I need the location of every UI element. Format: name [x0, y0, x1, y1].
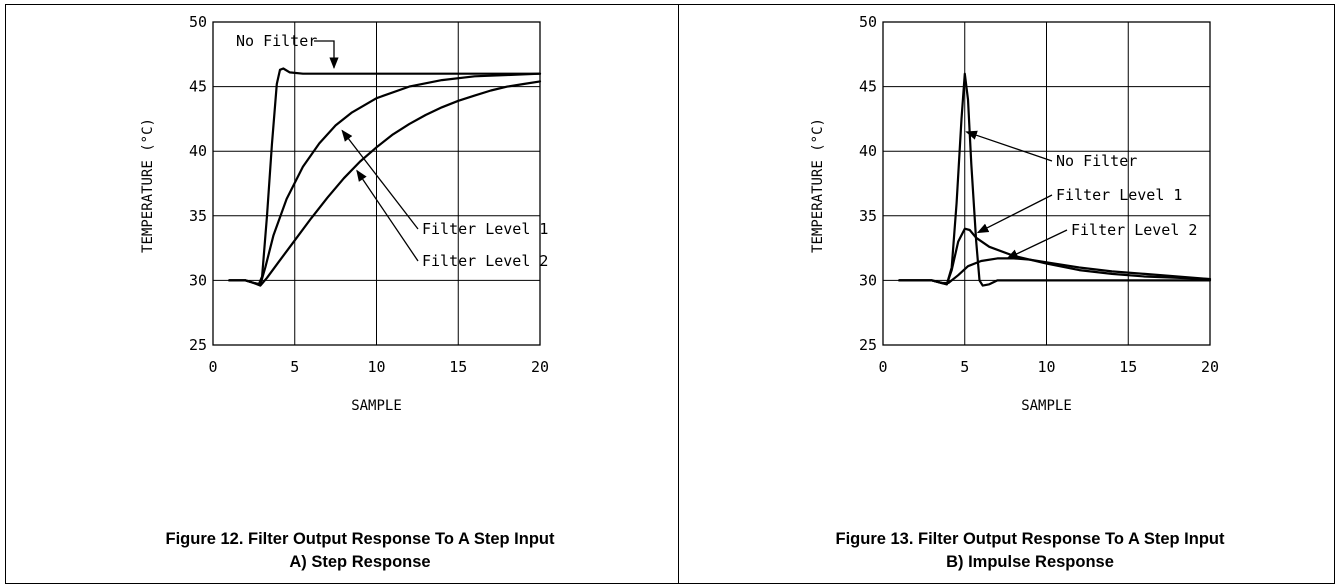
y-tick-label: 30: [859, 271, 877, 289]
x-tick-label: 0: [208, 358, 217, 376]
x-tick-label: 20: [531, 358, 549, 376]
step-response-chart: 0 5 10 15 20 25 30 35 40 45 50 SAMPLE TEMPERATURE (°…: [140, 13, 549, 414]
y-tick-label: 40: [859, 142, 877, 160]
annotation-arrow: [356, 169, 419, 262]
x-tick-label: 0: [878, 358, 887, 376]
annotation-arrow: [314, 40, 339, 69]
x-tick-label: 15: [1119, 358, 1137, 376]
y-tick-label: 25: [859, 336, 877, 354]
annotation-label: Filter Level 2: [1071, 221, 1197, 239]
annotation-arrow: [976, 194, 1053, 234]
y-tick-label: 50: [859, 13, 877, 31]
y-tick-label: 50: [189, 13, 207, 31]
y-tick-label: 45: [189, 78, 207, 96]
x-axis-label: SAMPLE: [1021, 398, 1072, 414]
figure-12-caption-line1: Figure 12. Filter Output Response To A S…: [165, 530, 555, 548]
annotation-arrow: [341, 129, 419, 230]
figure-13-caption-line2: B) Impulse Response: [946, 553, 1114, 571]
annotation-label: No Filter: [236, 32, 317, 50]
plot-area: [212, 21, 541, 346]
annotation-arrow: [1006, 229, 1068, 260]
plot-area: [882, 21, 1211, 346]
figure-12-caption: Figure 12. Filter Output Response To A S…: [90, 528, 630, 574]
figure-frame: [5, 4, 1335, 584]
figure-13-caption: Figure 13. Filter Output Response To A S…: [760, 528, 1300, 574]
figure-13-caption-line1: Figure 13. Filter Output Response To A S…: [835, 530, 1225, 548]
y-tick-label: 25: [189, 336, 207, 354]
x-tick-label: 10: [367, 358, 385, 376]
series-line-filter-level-2: [898, 257, 1212, 285]
annotation-label: Filter Level 1: [422, 220, 548, 238]
annotation-label: No Filter: [1056, 152, 1137, 170]
x-tick-label: 10: [1037, 358, 1055, 376]
y-axis-label: TEMPERATURE (°C): [810, 118, 826, 253]
grid: [213, 22, 540, 345]
y-tick-label: 35: [859, 207, 877, 225]
impulse-response-chart: 0 5 10 15 20 25 30 35 40 45 50 SAMPLE TEMPERATURE (°…: [810, 13, 1219, 414]
series-line-no-filter: [898, 72, 1212, 287]
y-axis-label: TEMPERATURE (°C): [140, 118, 156, 253]
x-tick-label: 20: [1201, 358, 1219, 376]
figure-divider: [678, 4, 679, 584]
annotation-label: Filter Level 1: [1056, 186, 1182, 204]
y-tick-label: 40: [189, 142, 207, 160]
annotation-arrow: [965, 130, 1053, 162]
y-tick-label: 45: [859, 78, 877, 96]
grid: [883, 22, 1210, 345]
annotation-label: Filter Level 2: [422, 252, 548, 270]
series-line-filter-level-2: [228, 80, 542, 287]
y-tick-label: 35: [189, 207, 207, 225]
x-tick-label: 5: [290, 358, 299, 376]
x-tick-label: 5: [960, 358, 969, 376]
figure-12-caption-line2: A) Step Response: [289, 553, 431, 571]
x-tick-label: 15: [449, 358, 467, 376]
y-tick-label: 30: [189, 271, 207, 289]
x-axis-label: SAMPLE: [351, 398, 402, 414]
